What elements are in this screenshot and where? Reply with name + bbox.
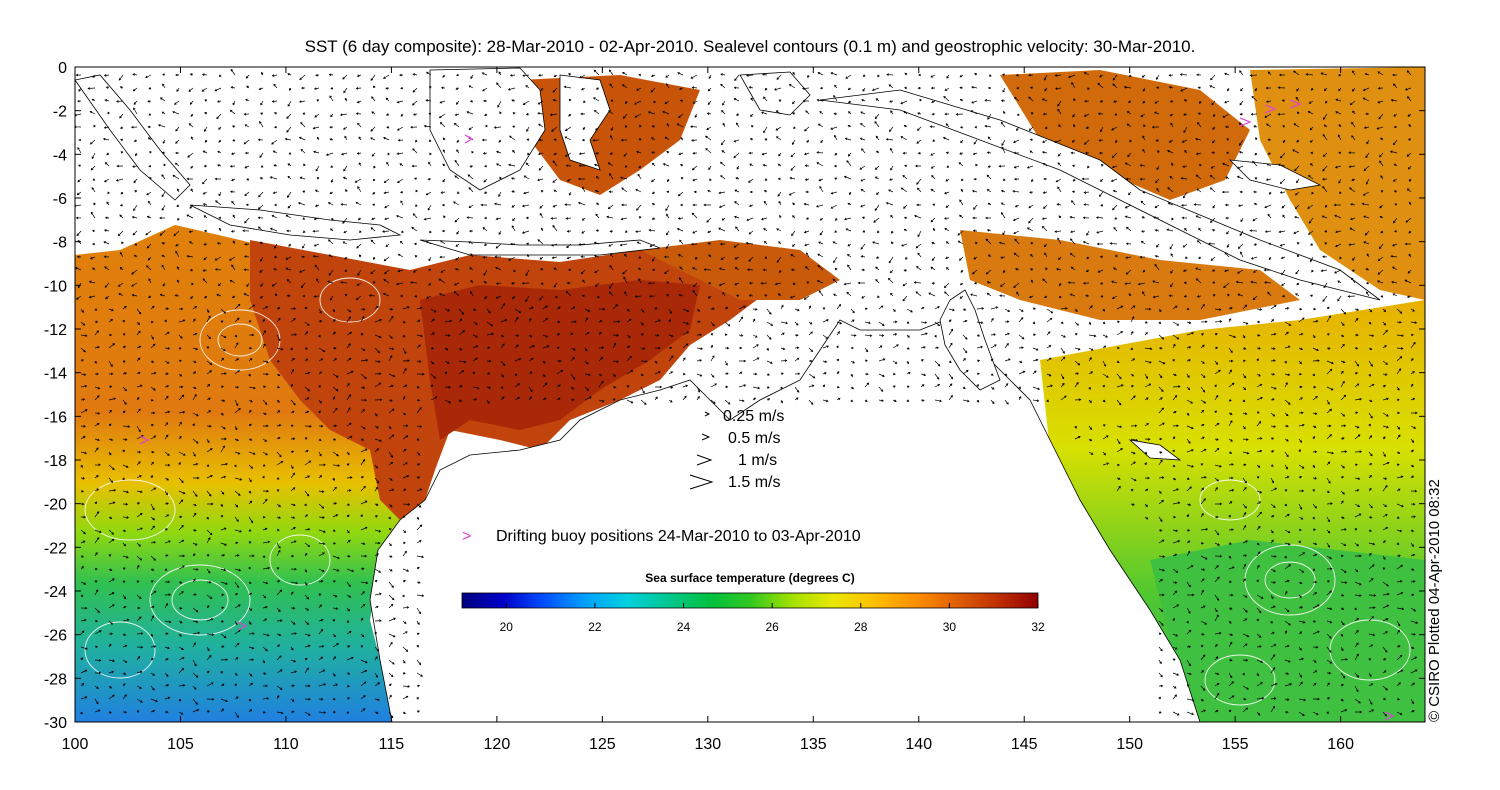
y-tick-label: -18 bbox=[44, 453, 67, 470]
velocity-legend-label: 1.5 m/s bbox=[728, 474, 780, 491]
land-sulawesi bbox=[559, 74, 611, 171]
x-tick-label: 100 bbox=[62, 736, 89, 753]
x-tick-label: 120 bbox=[484, 736, 511, 753]
colorbar-tick-label: 32 bbox=[1031, 620, 1045, 634]
colorbar-tick-label: 26 bbox=[765, 620, 779, 634]
y-tick-label: -6 bbox=[53, 191, 67, 208]
land-nusa-tenggara bbox=[419, 239, 661, 256]
velocity-legend-label: 0.5 m/s bbox=[728, 430, 780, 447]
colorbar-tick-label: 20 bbox=[500, 620, 514, 634]
buoy-legend-label: Drifting buoy positions 24-Mar-2010 to 0… bbox=[496, 528, 861, 545]
velocity-arrow-icon bbox=[696, 454, 713, 466]
y-tick-label: -10 bbox=[44, 278, 67, 295]
x-tick-label: 110 bbox=[273, 736, 299, 753]
y-tick-label: -26 bbox=[44, 628, 67, 645]
velocity-arrow-icon bbox=[701, 433, 711, 441]
x-tick-label: 150 bbox=[1116, 736, 1143, 753]
velocity-legend: 0.25 m/s 0.5 m/s 1 m/s 1.5 m/s bbox=[689, 408, 784, 491]
figure-title: SST (6 day composite): 28-Mar-2010 - 02-… bbox=[305, 37, 1196, 56]
y-tick-label: -20 bbox=[44, 497, 67, 514]
velocity-legend-row-4: 1.5 m/s bbox=[689, 474, 780, 491]
colorbar-tick-label: 22 bbox=[588, 620, 602, 634]
colorbar-tick-label: 30 bbox=[943, 620, 957, 634]
velocity-arrow-icon bbox=[704, 411, 711, 417]
x-tick-label: 135 bbox=[800, 736, 827, 753]
y-tick-label: -28 bbox=[44, 671, 67, 688]
buoy-legend: > Drifting buoy positions 24-Mar-2010 to… bbox=[462, 528, 861, 545]
y-tick-label: -4 bbox=[53, 147, 67, 164]
y-tick-label: -2 bbox=[53, 104, 67, 121]
x-tick-label: 140 bbox=[905, 736, 932, 753]
velocity-legend-row-1: 0.25 m/s bbox=[704, 408, 784, 425]
sst-patch-north-2 bbox=[1000, 70, 1250, 200]
land-new-caledonia bbox=[1128, 439, 1182, 461]
land-mindanao bbox=[739, 71, 811, 116]
land-java bbox=[189, 204, 402, 241]
velocity-arrow-icon bbox=[689, 474, 714, 490]
sst-patch-northeast bbox=[1250, 67, 1425, 300]
y-tick-label: -30 bbox=[44, 715, 67, 732]
land-australia bbox=[369, 299, 1201, 722]
y-tick-label: -14 bbox=[44, 366, 67, 383]
x-tick-label: 155 bbox=[1222, 736, 1249, 753]
velocity-legend-label: 0.25 m/s bbox=[723, 408, 784, 425]
x-tick-label: 105 bbox=[167, 736, 194, 753]
y-tick-label: 0 bbox=[58, 60, 67, 77]
colorbar-tick-label: 24 bbox=[677, 620, 691, 634]
y-tick-label: -12 bbox=[44, 322, 67, 339]
velocity-legend-label: 1 m/s bbox=[738, 452, 777, 469]
x-tick-label: 160 bbox=[1327, 736, 1354, 753]
colorbar-ticks: 20 22 24 26 28 30 32 bbox=[500, 603, 1045, 634]
x-tick-label: 130 bbox=[694, 736, 721, 753]
colorbar-gradient bbox=[461, 592, 1039, 609]
y-tick-label: -16 bbox=[44, 409, 67, 426]
x-tick-label: 145 bbox=[1011, 736, 1038, 753]
copyright-credit: © CSIRO Plotted 04-Apr-2010 08:32 bbox=[1426, 479, 1443, 722]
colorbar-title: Sea surface temperature (degrees C) bbox=[645, 571, 854, 585]
plot-frame bbox=[74, 66, 1426, 723]
velocity-legend-row-2: 0.5 m/s bbox=[701, 430, 780, 447]
geostrophic-velocity-arrows bbox=[75, 68, 1419, 719]
y-axis: 0 -2 -4 -6 -8 -10 -12 -14 -16 -18 -20 -22 -24 -26 -28 -… bbox=[44, 60, 1425, 732]
colorbar: Sea surface temperature (degrees C) 20 22… bbox=[461, 571, 1045, 634]
land-new-guinea bbox=[819, 89, 1381, 301]
velocity-legend-row-3: 1 m/s bbox=[696, 452, 777, 469]
drifting-buoy-markers bbox=[139, 99, 1395, 721]
y-tick-label: -22 bbox=[44, 540, 67, 557]
colorbar-tick-label: 28 bbox=[854, 620, 868, 634]
x-axis: 100 105 110 115 120 125 130 135 140 145 150 155 160 bbox=[62, 67, 1354, 753]
velocity-arrow-path bbox=[75, 68, 1419, 719]
sealevel-contours bbox=[84, 277, 1411, 706]
map-plot-area bbox=[75, 67, 1425, 722]
land-sumatra bbox=[75, 74, 191, 201]
y-tick-label: -8 bbox=[53, 235, 67, 252]
buoy-marker-icon: > bbox=[462, 528, 471, 545]
sst-field-southeast bbox=[1150, 540, 1425, 722]
x-tick-label: 125 bbox=[589, 736, 616, 753]
sst-patch-timor bbox=[640, 240, 840, 300]
y-tick-label: -24 bbox=[44, 584, 67, 601]
x-tick-label: 115 bbox=[379, 736, 405, 753]
